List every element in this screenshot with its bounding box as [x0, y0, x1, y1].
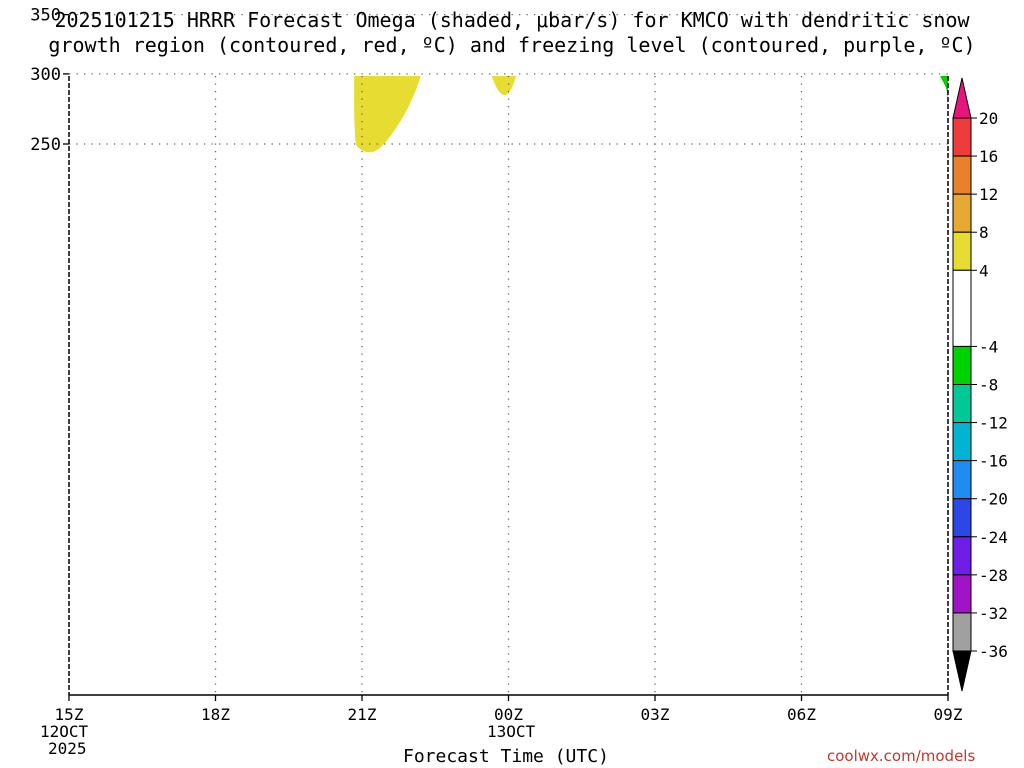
- colorbar-label-4: 4: [979, 261, 989, 280]
- colorbar-segment-9: [952, 498, 972, 538]
- omega-shading-layer: [354, 0, 948, 153]
- colorbar-segment-10: [952, 536, 972, 576]
- colorbar-label-1: 16: [979, 147, 998, 166]
- colorbar-segment-0: [952, 117, 972, 157]
- y-axis-ticks: 2503003504004505005506006507007508008509…: [30, 6, 69, 155]
- y-tick-label-300: 300: [30, 65, 61, 85]
- colorbar-segment-11: [952, 574, 972, 614]
- colorbar: 20 16 12 8 4 -4 -8 -12 -16 -20 -24 -28 -32 -36: [952, 77, 1008, 692]
- x-tick-label-18Z: 18Z: [201, 705, 230, 724]
- x-tick-label-06Z: 06Z: [787, 705, 816, 724]
- colorbar-segment-5: [952, 345, 972, 385]
- colorbar-label-3: 8: [979, 223, 989, 242]
- colorbar-segment-1: [952, 155, 972, 195]
- x-tick-label-03Z: 03Z: [641, 705, 670, 724]
- source-credit: coolwx.com/models: [827, 747, 976, 765]
- colorbar-segment-8: [952, 460, 972, 500]
- colorbar-segment-7: [952, 422, 972, 462]
- colorbar-lower-arrow: [952, 650, 972, 692]
- grid-layer: [69, 13, 948, 695]
- colorbar-upper-arrow: [952, 77, 972, 119]
- omega-region-13: [940, 76, 948, 105]
- x-tick-label-00Z: 00Z: [494, 705, 523, 724]
- x-tick-label-15Z: 15Z: [55, 705, 84, 724]
- x-axis-ticks: 15Z 18Z 21Z 00Z 03Z 06Z 09Z: [55, 695, 963, 724]
- colorbar-segment-2: [952, 193, 972, 233]
- colorbar-label-2: 12: [979, 185, 998, 204]
- colorbar-label-12: -32: [979, 604, 1008, 623]
- colorbar-segment-12: [952, 612, 972, 652]
- colorbar-label-6: -8: [979, 376, 998, 395]
- x-tick-label-09Z: 09Z: [934, 705, 963, 724]
- x-date-label-13oct: 13OCT: [487, 722, 536, 741]
- x-tick-label-21Z: 21Z: [348, 705, 377, 724]
- chart-title-line-2: growth region (contoured, red, ºC) and f…: [48, 33, 976, 57]
- y-tick-label-350: 350: [30, 6, 61, 26]
- colorbar-segment-6: [952, 384, 972, 424]
- chart-title-line-1: 2025101215 HRRR Forecast Omega (shaded, …: [54, 8, 970, 32]
- colorbar-label-5: -4: [979, 337, 998, 356]
- x-date-label-12oct: 12OCT: [40, 722, 89, 741]
- colorbar-segment-4: [952, 269, 972, 347]
- omega-region-3: [550, 0, 707, 24]
- y-tick-label-250: 250: [30, 135, 61, 155]
- colorbar-label-0: 20: [979, 109, 998, 128]
- x-year-label: 2025: [48, 739, 87, 758]
- omega-region-1: [491, 76, 517, 96]
- omega-region-0: [354, 76, 421, 153]
- colorbar-label-8: -16: [979, 452, 1008, 471]
- colorbar-label-7: -12: [979, 414, 1008, 433]
- colorbar-label-10: -24: [979, 528, 1008, 547]
- colorbar-label-11: -28: [979, 566, 1008, 585]
- colorbar-label-13: -36: [979, 642, 1008, 661]
- colorbar-label-9: -20: [979, 490, 1008, 509]
- x-axis-title: Forecast Time (UTC): [403, 746, 609, 767]
- colorbar-segment-3: [952, 231, 972, 271]
